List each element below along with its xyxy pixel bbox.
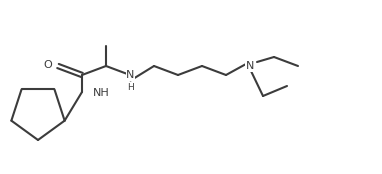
Text: H: H [127,84,134,93]
Text: N: N [126,70,135,80]
Text: O: O [44,60,52,70]
Text: N: N [246,61,254,71]
Text: NH: NH [93,88,110,97]
